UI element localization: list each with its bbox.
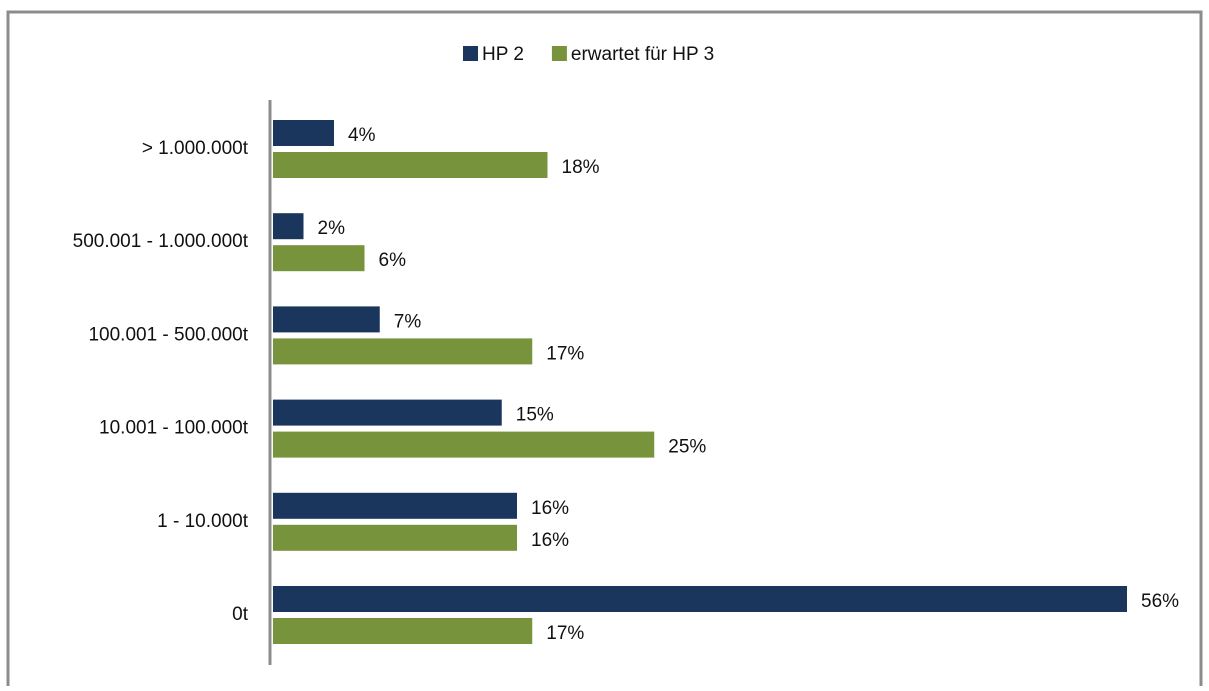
data-label: 17%: [546, 343, 584, 364]
data-label: 18%: [562, 157, 600, 178]
legend-label: erwartet für HP 3: [571, 44, 714, 65]
bar: [273, 618, 533, 644]
bar: [273, 120, 334, 146]
bar: [273, 399, 502, 426]
legend-label: HP 2: [482, 44, 524, 65]
legend-swatch: [551, 46, 567, 61]
data-label: 17%: [546, 623, 584, 644]
data-label: 15%: [516, 405, 554, 426]
data-label: 4%: [348, 125, 376, 146]
y-tick-label: > 1.000.000t: [142, 138, 249, 159]
data-label: 16%: [531, 498, 569, 519]
bar: [273, 306, 380, 333]
y-tick-label: 10.001 - 100.000t: [99, 418, 249, 439]
y-tick-label: 0t: [232, 604, 249, 625]
chart-frame: [6, 10, 1203, 686]
y-tick-label: 100.001 - 500.000t: [88, 324, 248, 345]
y-tick-label: 500.001 - 1.000.000t: [73, 231, 249, 252]
bar: [273, 213, 304, 240]
bar: [273, 245, 365, 272]
data-label: 16%: [531, 530, 569, 551]
bar: [273, 586, 1127, 612]
data-label: 2%: [318, 218, 346, 239]
y-tick-label: 1 - 10.000t: [157, 511, 249, 532]
legend-swatch: [463, 46, 478, 61]
bar: [273, 152, 548, 178]
data-label: 7%: [394, 311, 422, 332]
bar: [273, 338, 533, 365]
bar: [273, 492, 517, 519]
data-label: 6%: [379, 250, 407, 271]
data-label: 25%: [668, 437, 706, 458]
data-label: 56%: [1141, 591, 1179, 612]
bar: [273, 431, 655, 458]
bar: [273, 524, 517, 551]
